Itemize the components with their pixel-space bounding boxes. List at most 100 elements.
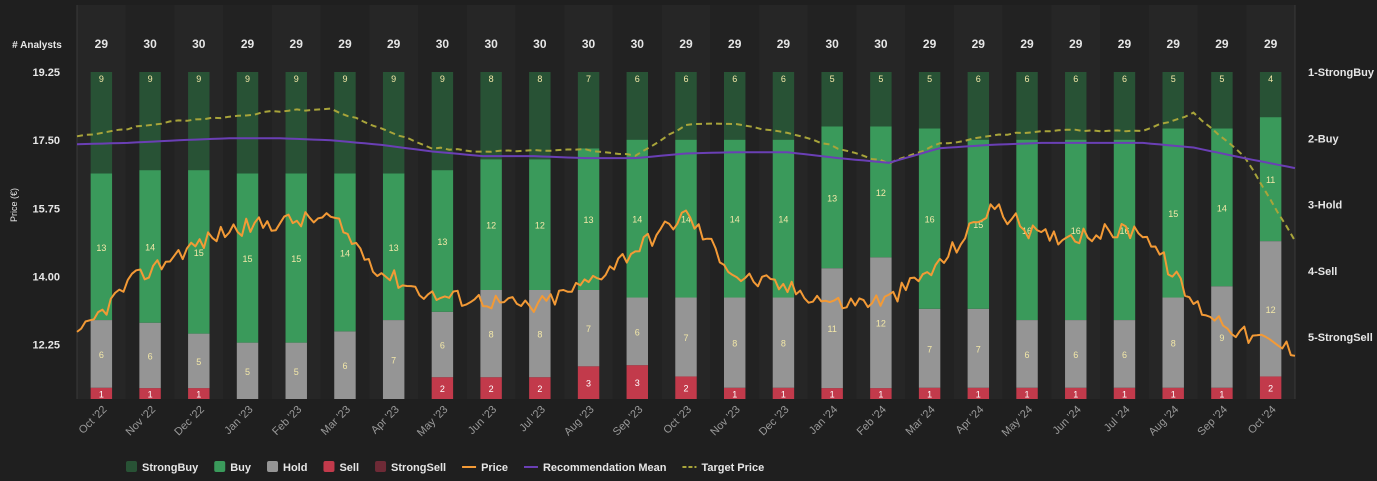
bar-segment-hold: [334, 331, 356, 399]
bar-data-label: 16: [1071, 226, 1081, 236]
legend-label: Sell: [339, 462, 359, 474]
bar-data-label: 15: [1168, 209, 1178, 219]
bar-data-label: 1: [99, 389, 104, 399]
bar-data-label: 6: [635, 327, 640, 337]
bar-segment-buy: [577, 148, 600, 290]
bar-segment-sell: [675, 376, 697, 399]
bar-segment-hold: [382, 320, 405, 399]
bar-data-label: 1: [732, 389, 737, 399]
bar-data-label: 1: [976, 389, 981, 399]
x-tick-label: Sep '24: [1195, 404, 1230, 439]
bar-segment-strongbuy: [1162, 72, 1184, 129]
bar-segment-buy: [236, 173, 259, 343]
bar-data-label: 8: [537, 74, 542, 84]
bar-segment-strongbuy: [236, 72, 259, 174]
x-tick-label: Feb '23: [270, 404, 304, 438]
analyst-count: 30: [436, 37, 450, 51]
x-tick-label: Oct '23: [661, 404, 694, 437]
bar-segment-strongbuy: [529, 72, 551, 160]
bar-data-label: 6: [683, 74, 688, 84]
bar-data-label: 2: [683, 384, 688, 394]
bar-data-label: 11: [1266, 175, 1275, 185]
bar-segment-strongbuy: [139, 72, 161, 171]
bar-data-label: 1: [1073, 389, 1078, 399]
bar-segment-sell: [918, 387, 941, 399]
x-tick-label: May '23: [415, 404, 450, 439]
bar-data-label: 6: [148, 351, 153, 361]
bar-segment-buy: [724, 139, 746, 298]
bar-segment-hold: [870, 257, 892, 389]
bar-data-label: 8: [781, 339, 786, 349]
bar-data-label: 7: [391, 356, 396, 366]
bar-data-label: 6: [1122, 74, 1127, 84]
analyst-count: 29: [679, 37, 693, 51]
bar-data-label: 1: [830, 390, 835, 400]
bar-segment-sell: [90, 387, 113, 399]
bar-segment-sell: [480, 377, 502, 399]
x-tick-label: Aug '23: [562, 404, 597, 439]
y-left-tick-label: 12.25: [32, 340, 60, 352]
bar-data-label: 6: [342, 361, 347, 371]
bar-data-label: 14: [778, 215, 788, 225]
x-tick-label: Jul '23: [517, 404, 548, 435]
bar-segment-hold: [285, 342, 307, 399]
legend-label: StrongSell: [391, 462, 446, 474]
bar-data-label: 1: [1025, 389, 1030, 399]
bar-segment-strongbuy: [1016, 72, 1038, 140]
x-tick-label: Jun '24: [1051, 404, 1084, 437]
bar-data-label: 14: [632, 215, 642, 225]
bar-segment-sell: [577, 366, 600, 399]
x-tick-label: Aug '24: [1147, 404, 1182, 439]
bar-data-label: 13: [827, 193, 837, 203]
bar-data-label: 6: [1025, 74, 1030, 84]
bar-data-label: 9: [148, 74, 153, 84]
bar-segment-strongbuy: [1065, 72, 1087, 140]
bar-segment-hold: [967, 308, 990, 388]
bar-segment-strongbuy: [870, 72, 892, 127]
analyst-count: 30: [874, 37, 888, 51]
x-tick-label: Dec '22: [172, 404, 207, 439]
bar-data-label: 9: [391, 74, 396, 84]
bar-data-label: 6: [976, 74, 981, 84]
bar-segment-sell: [1162, 387, 1184, 399]
bar-segment-hold: [577, 290, 600, 367]
bar-segment-sell: [139, 388, 161, 399]
bar-data-label: 7: [976, 344, 981, 354]
bar-segment-hold: [675, 297, 697, 377]
bar-data-label: 5: [1171, 74, 1176, 84]
bar-data-label: 3: [635, 378, 640, 388]
x-tick-label: Mar '24: [904, 404, 938, 438]
bar-segment-buy: [967, 139, 990, 309]
bar-data-label: 8: [489, 330, 494, 340]
bar-segment-buy: [1211, 128, 1233, 287]
bar-segment-strongbuy: [675, 72, 697, 140]
bar-data-label: 8: [732, 339, 737, 349]
bar-segment-buy: [90, 173, 113, 321]
bar-segment-buy: [139, 170, 161, 323]
bar-data-label: 11: [827, 324, 836, 334]
bar-data-label: 9: [342, 74, 347, 84]
analyst-count: 29: [1118, 37, 1132, 51]
bar-data-label: 8: [537, 330, 542, 340]
bar-data-label: 9: [245, 74, 250, 84]
analyst-count: 29: [972, 37, 986, 51]
bar-data-label: 12: [535, 221, 545, 231]
bar-segment-strongbuy: [577, 72, 600, 149]
bar-segment-strongbuy: [1211, 72, 1233, 129]
bar-data-label: 12: [486, 221, 496, 231]
bar-data-label: 6: [732, 74, 737, 84]
x-tick-label: Oct '24: [1246, 404, 1279, 437]
y-left-tick-label: 17.50: [32, 135, 60, 147]
bar-data-label: 1: [927, 389, 932, 399]
bar-data-label: 1: [1219, 389, 1224, 399]
bar-data-label: 6: [1073, 350, 1078, 360]
bar-data-label: 6: [1073, 74, 1078, 84]
y-left-tick-label: 14.00: [32, 271, 60, 283]
analyst-count: 29: [1069, 37, 1083, 51]
x-tick-label: Mar '23: [319, 404, 353, 438]
x-tick-label: Nov '22: [124, 404, 159, 439]
bar-data-label: 9: [294, 74, 299, 84]
bar-segment-hold: [626, 297, 648, 366]
bar-data-label: 3: [586, 379, 591, 389]
analyst-count: 30: [484, 37, 498, 51]
